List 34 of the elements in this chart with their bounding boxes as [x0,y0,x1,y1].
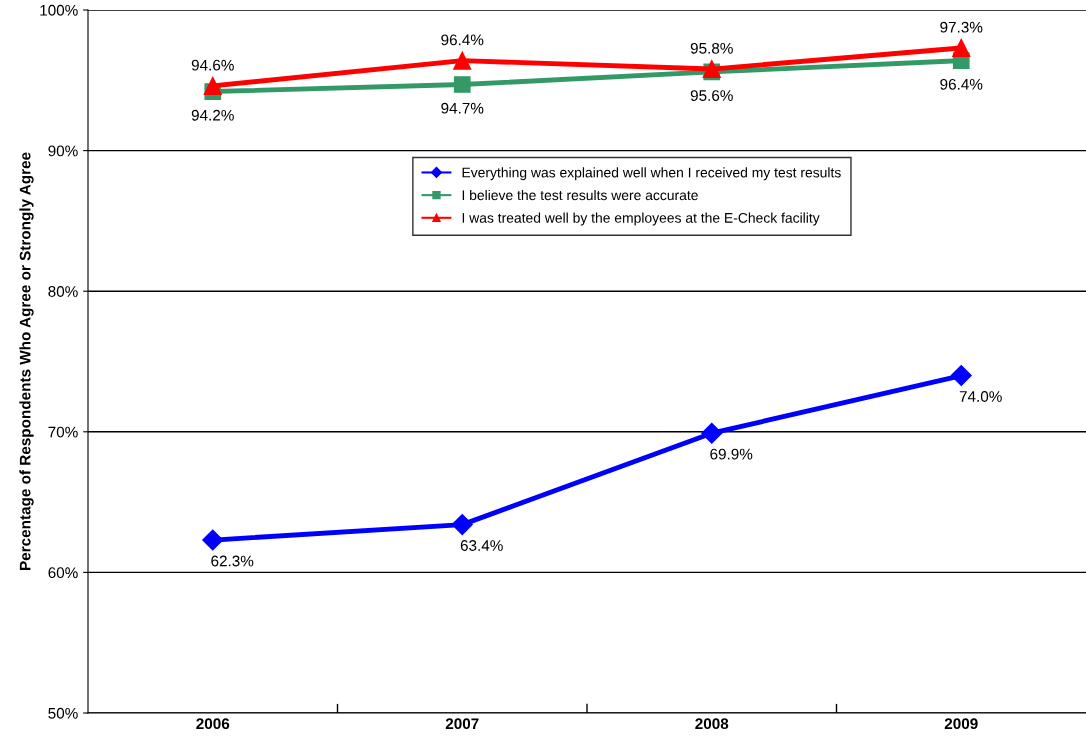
y-tick-label: 100% [40,4,78,16]
y-tick-label: 80% [48,286,78,297]
data-label: 96.4% [940,78,983,90]
data-label: 94.7% [441,102,484,114]
y-tick-label: 60% [48,567,78,579]
y-tick-label: 90% [48,145,78,157]
legend-label: I believe the test results were accurate [462,189,698,201]
y-tick-label: 50% [48,707,78,719]
point [950,365,972,387]
x-tick-label: 2006 [196,718,230,730]
y-tick-label: 70% [48,426,78,438]
x-tick-label: 2007 [445,718,479,730]
data-label: 97.3% [940,21,983,33]
point [451,514,473,536]
data-label: 94.6% [191,59,234,71]
point [701,422,723,444]
point [453,76,471,93]
point [453,51,472,70]
data-label: 69.9% [710,448,753,460]
data-label: 63.4% [460,540,503,551]
x-tick-label: 2009 [944,718,978,730]
data-label: 95.6% [690,90,733,101]
data-label: 96.4% [441,34,484,46]
y-axis-title: Percentage of Respondents Who Agree or Strongly Agree [19,152,34,570]
legend-label: I was treated well by the employees at the E-Check facility [462,212,820,226]
data-label: 74.0% [959,391,1002,402]
data-label: 62.3% [211,555,254,567]
data-label: 94.2% [191,109,234,121]
point [202,529,224,551]
data-label: 95.8% [690,42,733,54]
x-tick-label: 2008 [695,718,729,730]
point [203,76,222,95]
point [952,38,971,57]
legend-label: Everything was explained well when I received my test results [462,167,841,181]
